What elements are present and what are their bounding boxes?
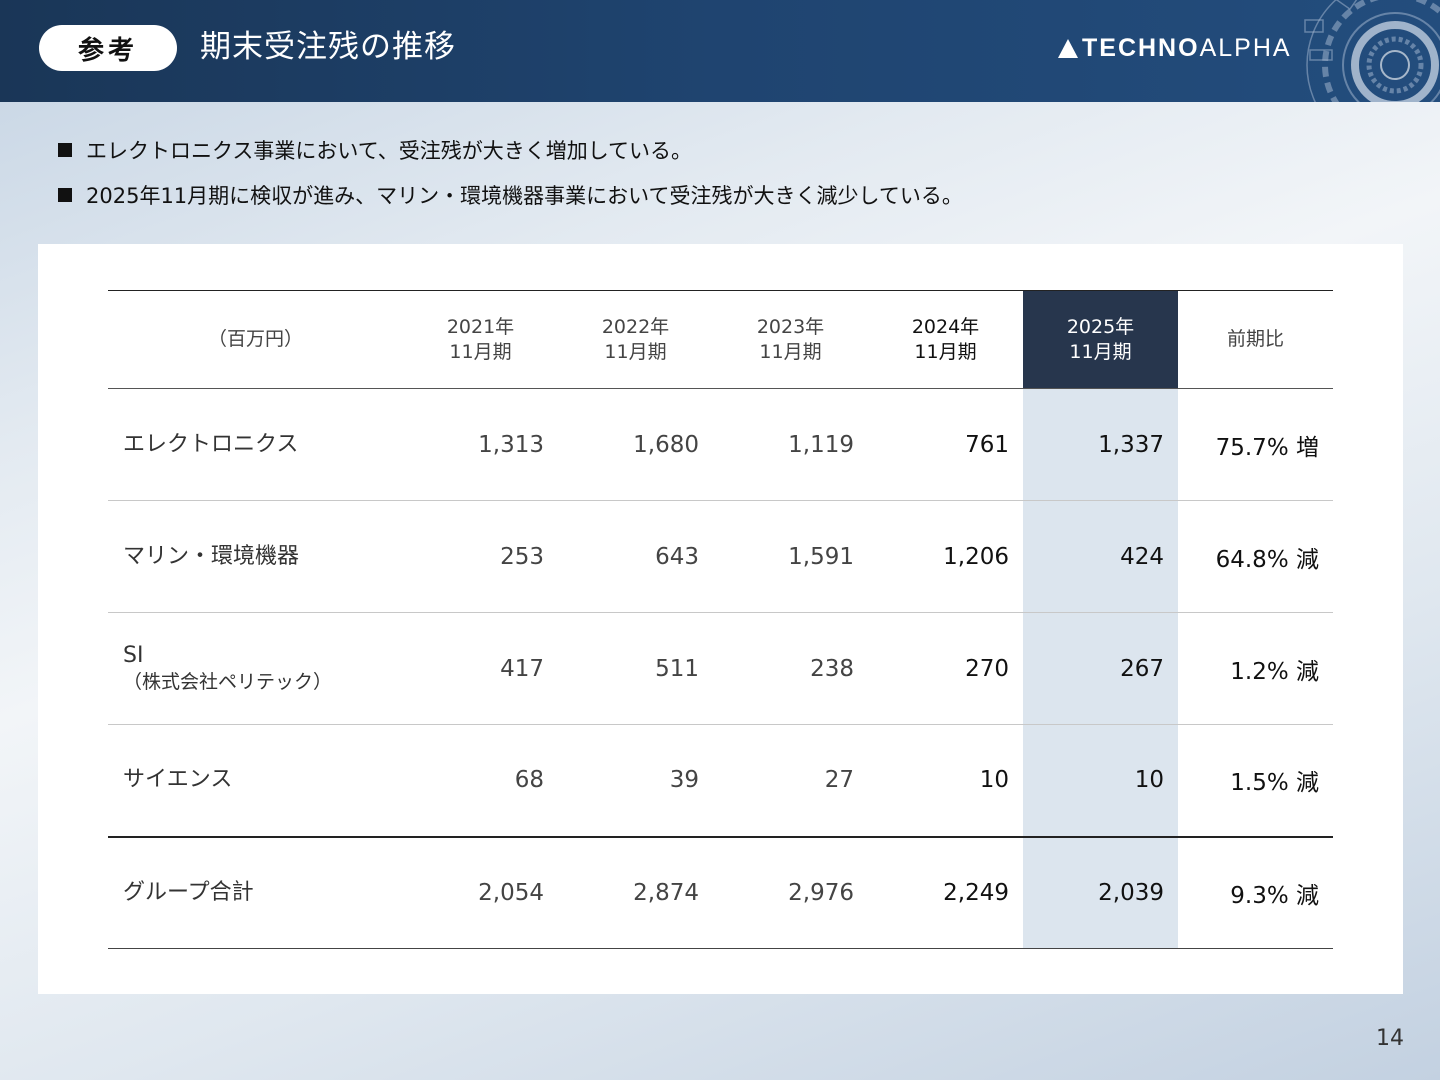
table-panel: （百万円） 2021年 11月期 2022年 11月期 2023年 11月期 2024… (38, 244, 1403, 994)
summary-bullets: エレクトロニクス事業において、受注残が大きく増加している。 2025年11月期に… (56, 132, 963, 222)
order-backlog-table: （百万円） 2021年 11月期 2022年 11月期 2023年 11月期 2024… (108, 290, 1333, 949)
bullet-text: 2025年11月期に検収が進み、マリン・環境機器事業において受注残が大きく減少し… (86, 184, 963, 208)
table-header-row: （百万円） 2021年 11月期 2022年 11月期 2023年 11月期 2024… (108, 290, 1333, 389)
logo-triangle-icon (1058, 38, 1078, 58)
header-bar: 参考 期末受注残の推移 TECHNO ALPHA (0, 0, 1440, 102)
reference-badge: 参考 (39, 25, 177, 71)
cell-2024: 2,249 (868, 836, 1023, 949)
bullet-item: エレクトロニクス事業において、受注残が大きく増加している。 (56, 132, 963, 168)
cell-2025: 10 (1023, 724, 1178, 838)
cell-2023: 1,119 (713, 388, 868, 501)
cell-2022: 1,680 (558, 388, 713, 501)
cell-2023: 1,591 (713, 500, 868, 613)
cell-change: 1.2% 減 (1178, 612, 1333, 725)
cell-2023: 2,976 (713, 836, 868, 949)
table-row-group-total: グループ合計 2,054 2,874 2,976 2,249 2,039 9.3… (108, 836, 1333, 949)
logo-text-light: ALPHA (1199, 33, 1292, 62)
cell-2024: 270 (868, 612, 1023, 725)
cell-change: 64.8% 減 (1178, 500, 1333, 613)
row-label: マリン・環境機器 (108, 500, 403, 613)
unit-label: （百万円） (108, 290, 403, 389)
cell-2021: 253 (403, 500, 558, 613)
column-header-2024: 2024年 11月期 (868, 290, 1023, 389)
bullet-text: エレクトロニクス事業において、受注残が大きく増加している。 (86, 139, 693, 163)
column-header-2021: 2021年 11月期 (403, 290, 558, 389)
bullet-item: 2025年11月期に検収が進み、マリン・環境機器事業において受注残が大きく減少し… (56, 177, 963, 213)
cell-2021: 68 (403, 724, 558, 838)
column-header-2023: 2023年 11月期 (713, 290, 868, 389)
cell-2021: 2,054 (403, 836, 558, 949)
row-label: サイエンス (108, 724, 403, 838)
column-header-change: 前期比 (1178, 290, 1333, 389)
cell-2021: 1,313 (403, 388, 558, 501)
cell-2025: 2,039 (1023, 836, 1178, 949)
row-label: エレクトロニクス (108, 388, 403, 501)
table-row-electronics: エレクトロニクス 1,313 1,680 1,119 761 1,337 75.… (108, 388, 1333, 501)
column-header-2025: 2025年 11月期 (1023, 290, 1178, 389)
cell-2024: 10 (868, 724, 1023, 838)
cell-change: 75.7% 増 (1178, 388, 1333, 501)
cell-2025: 424 (1023, 500, 1178, 613)
column-header-2022: 2022年 11月期 (558, 290, 713, 389)
cell-change: 9.3% 減 (1178, 836, 1333, 949)
cell-change: 1.5% 減 (1178, 724, 1333, 838)
logo-text-bold: TECHNO (1082, 33, 1200, 62)
page-number: 14 (1376, 1026, 1404, 1051)
cell-2025: 267 (1023, 612, 1178, 725)
row-label: SI （株式会社ペリテック） (108, 612, 403, 725)
cell-2023: 238 (713, 612, 868, 725)
cell-2022: 2,874 (558, 836, 713, 949)
company-logo: TECHNO ALPHA (1058, 33, 1292, 63)
cell-2024: 761 (868, 388, 1023, 501)
cell-2024: 1,206 (868, 500, 1023, 613)
row-label: グループ合計 (108, 836, 403, 949)
table-row-science: サイエンス 68 39 27 10 10 1.5% 減 (108, 724, 1333, 838)
square-bullet-icon (58, 188, 72, 202)
cell-2022: 511 (558, 612, 713, 725)
square-bullet-icon (58, 143, 72, 157)
page-title: 期末受注残の推移 (200, 29, 456, 65)
cell-2023: 27 (713, 724, 868, 838)
gear-decoration-icon (1304, 0, 1440, 102)
table-row-marine: マリン・環境機器 253 643 1,591 1,206 424 64.8% 減 (108, 500, 1333, 613)
cell-2021: 417 (403, 612, 558, 725)
cell-2025: 1,337 (1023, 388, 1178, 501)
cell-2022: 643 (558, 500, 713, 613)
table-row-si: SI （株式会社ペリテック） 417 511 238 270 267 1.2% 減 (108, 612, 1333, 725)
cell-2022: 39 (558, 724, 713, 838)
